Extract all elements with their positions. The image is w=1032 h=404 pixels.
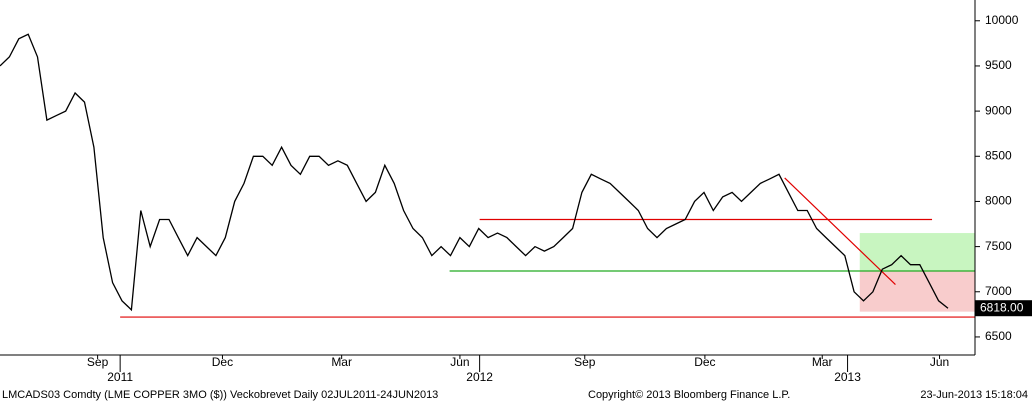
y-tick-label: 6500 [985,329,1012,343]
x-tick-label: Dec [212,355,233,369]
y-tick-label: 7000 [985,284,1012,298]
zone-box [859,270,975,312]
last-price-label: 6818.00 [980,300,1024,314]
x-tick-label: Dec [694,355,715,369]
footer-copyright: Copyright© 2013 Bloomberg Finance L.P. [588,389,790,401]
price-line [0,33,949,312]
footer-date: 23-Jun-2013 15:18:04 [920,389,1028,401]
last-price-box [975,300,1032,317]
year-label: 2011 [107,370,133,384]
year-label: 2012 [466,370,493,384]
x-tick-label: Mar [331,355,352,369]
x-tick-label: Mar [812,355,833,369]
year-label: 2013 [834,370,861,384]
x-tick-label: Jun [450,355,469,369]
y-tick-label: 10000 [985,13,1019,27]
y-tick-label: 7500 [985,239,1012,253]
x-tick-label: Sep [574,355,596,369]
y-tick-label: 8500 [985,148,1012,162]
y-tick-label: 9500 [985,58,1012,72]
y-tick-label: 8000 [985,194,1012,208]
footer-left: LMCADS03 Comdty (LME COPPER 3MO ($)) Vec… [2,389,438,401]
trend-line [784,177,896,285]
x-tick-label: Jun [930,355,949,369]
x-tick-label: Sep [87,355,109,369]
y-tick-label: 9000 [985,103,1012,117]
